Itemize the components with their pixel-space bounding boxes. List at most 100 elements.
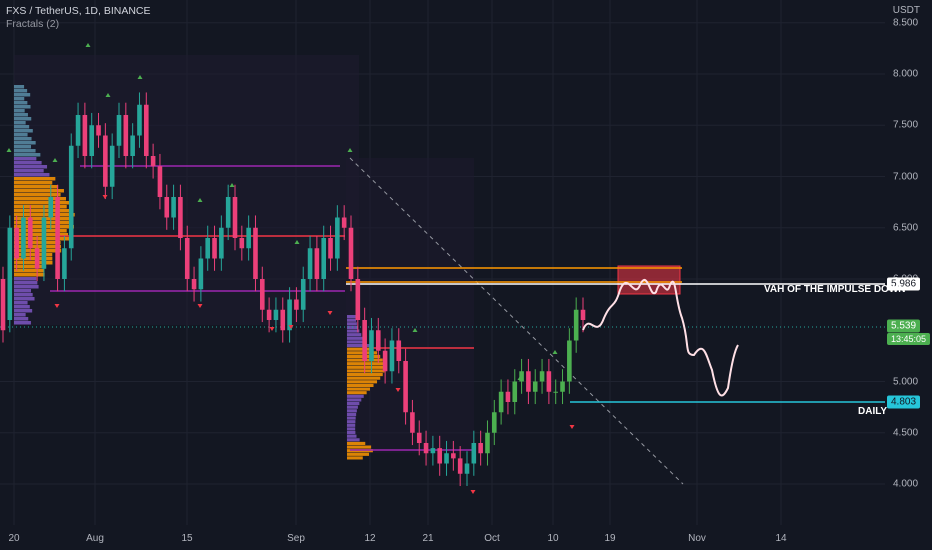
candle-body [273, 309, 279, 320]
candle-body [444, 453, 449, 464]
volume-profile-bar [347, 427, 356, 431]
candle-body [567, 340, 572, 382]
y-tick-label: 8.000 [893, 68, 919, 80]
volume-profile-bar [14, 185, 59, 189]
volume-profile-bar [14, 145, 32, 149]
candle-body [369, 330, 374, 361]
volume-profile-bar [14, 205, 67, 209]
candle-body [239, 238, 245, 249]
volume-profile-bar [14, 281, 38, 285]
volume-profile-bar [14, 165, 48, 169]
volume-profile-bar [347, 362, 385, 366]
candle-body [498, 391, 504, 413]
volume-profile-bar [347, 423, 356, 427]
candle-body [253, 227, 258, 279]
fractal-up-marker [347, 148, 353, 152]
currency-label: USDT [892, 5, 920, 16]
symbol-title: FXS / TetherUS, 1D, BINANCE [6, 5, 151, 17]
candle-body [7, 227, 13, 320]
volume-profile-bar [347, 344, 370, 348]
candle-body [580, 309, 586, 320]
volume-profile-bar [14, 233, 69, 237]
candle-body [137, 104, 142, 136]
candle-body [55, 197, 60, 279]
candle-body [389, 340, 395, 372]
candle-body [130, 135, 135, 156]
candle-body [430, 448, 436, 454]
candle-body [471, 443, 477, 464]
volume-profile-bar [14, 97, 25, 101]
volume-profile-bar [14, 189, 64, 193]
candle-body [232, 197, 238, 238]
candle-body [464, 463, 470, 474]
candle-body [362, 320, 367, 361]
volume-profile-bar [347, 441, 366, 445]
fractal-down-marker [395, 388, 401, 392]
volume-profile-bar [14, 133, 28, 137]
candle-body [341, 217, 347, 228]
volume-profile-bar [14, 193, 61, 197]
volume-profile-bar [14, 109, 25, 113]
volume-profile-bar [347, 369, 385, 373]
candle-body [335, 217, 340, 259]
volume-profile-bar [347, 416, 356, 420]
y-tick-label: 7.500 [893, 119, 919, 131]
candle-body [219, 227, 224, 259]
volume-profile-bar [14, 257, 53, 261]
volume-profile-bar [14, 89, 28, 93]
volume-profile-bar [347, 383, 374, 387]
candle-body [437, 448, 443, 464]
candle-body [143, 104, 149, 156]
volume-profile-bar [347, 387, 370, 391]
fractal-up-marker [294, 240, 300, 244]
volume-profile-bar [14, 277, 37, 281]
volume-profile-bar [14, 169, 44, 173]
x-tick-label: Oct [484, 533, 500, 544]
volume-profile-bar [14, 265, 44, 269]
y-tick-label: 5.000 [893, 376, 919, 387]
volume-profile-bar [347, 452, 370, 456]
volume-profile-bar [347, 402, 360, 406]
volume-profile-bar [347, 315, 356, 319]
volume-profile-bar [14, 229, 67, 233]
y-tick-label: 6.500 [893, 222, 919, 234]
candle-body [157, 166, 163, 197]
x-tick-label: Sep [287, 533, 305, 544]
fractal-down-marker [102, 195, 108, 199]
fractal-down-marker [54, 304, 60, 308]
projection-path [582, 279, 739, 397]
x-tick-label: 14 [775, 533, 787, 544]
candle-body [451, 453, 456, 459]
candle-body [457, 458, 463, 474]
candle-body [348, 227, 354, 279]
volume-profile-bar [347, 318, 357, 322]
candle-body [205, 238, 211, 259]
y-tick-label: 4.500 [893, 427, 919, 439]
volume-profile-bar [14, 93, 31, 97]
fractal-up-marker [517, 376, 523, 380]
volume-profile-bar [14, 253, 53, 257]
candle-body [416, 432, 422, 443]
candle-body [553, 391, 559, 393]
volume-profile-bar [347, 405, 358, 409]
fractal-up-marker [229, 183, 235, 187]
candle-body [396, 340, 402, 361]
x-tick-label: 10 [547, 533, 559, 544]
candle-body [198, 258, 204, 290]
y-tick-label: 4.000 [893, 478, 919, 490]
volume-profile-bar [347, 376, 381, 380]
volume-profile-bar [14, 113, 28, 117]
candle-body [178, 197, 183, 238]
fractal-markers [6, 43, 575, 494]
candle-body [225, 197, 231, 228]
fractal-up-marker [137, 75, 143, 79]
volume-profile-bar [14, 313, 26, 317]
candle-body [103, 135, 108, 187]
volume-profile-bar [347, 322, 357, 326]
x-tick-label: Nov [688, 533, 706, 544]
volume-profile-bar [347, 434, 357, 438]
candle-body [27, 217, 33, 249]
candle-body [382, 350, 388, 372]
volume-profile-bar [347, 431, 356, 435]
